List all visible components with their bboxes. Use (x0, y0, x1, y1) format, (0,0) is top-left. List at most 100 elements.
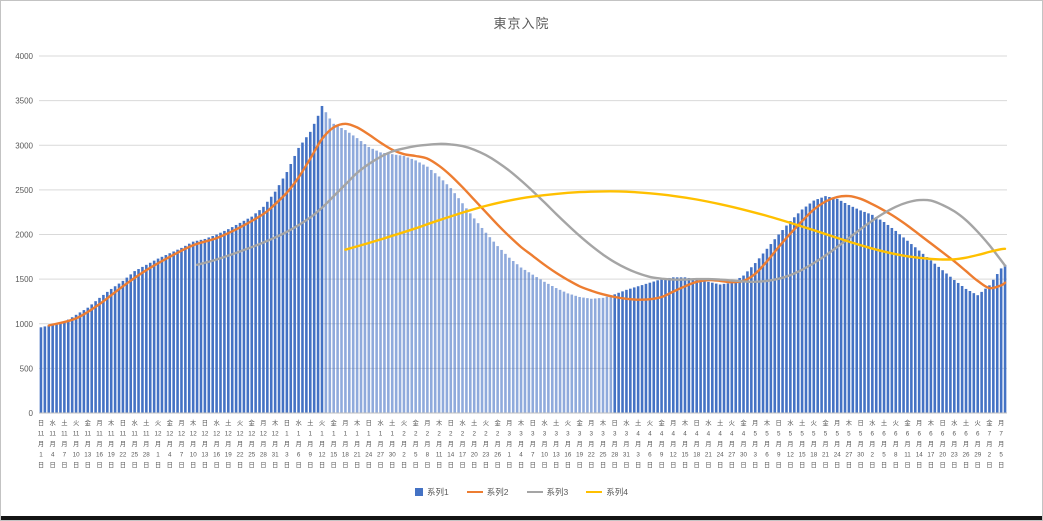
svg-text:火: 火 (401, 420, 408, 427)
svg-text:8: 8 (426, 452, 430, 459)
svg-text:月: 月 (354, 440, 360, 448)
svg-text:24: 24 (834, 452, 842, 459)
svg-text:月: 月 (108, 440, 114, 448)
svg-text:日: 日 (857, 419, 863, 427)
svg-text:20: 20 (471, 452, 479, 459)
svg-text:月: 月 (869, 440, 875, 448)
svg-text:18: 18 (693, 452, 701, 459)
svg-text:15: 15 (681, 452, 689, 459)
chart-legend: 系列1 系列2 系列3 系列4 (1, 486, 1042, 498)
svg-text:日: 日 (811, 461, 817, 469)
svg-text:水: 水 (787, 418, 794, 427)
svg-text:月: 月 (38, 440, 44, 448)
svg-text:月: 月 (61, 440, 67, 448)
svg-text:火: 火 (483, 420, 490, 427)
line-series4 (344, 190, 1007, 261)
svg-text:2: 2 (988, 452, 992, 459)
svg-text:金: 金 (822, 418, 829, 427)
svg-text:24: 24 (365, 452, 373, 459)
svg-text:3: 3 (543, 431, 547, 438)
svg-text:月: 月 (96, 419, 102, 427)
svg-text:日: 日 (377, 461, 383, 469)
svg-text:11: 11 (96, 431, 103, 438)
svg-text:3: 3 (625, 431, 629, 438)
svg-text:28: 28 (143, 452, 151, 459)
svg-text:月: 月 (342, 440, 348, 448)
svg-text:月: 月 (670, 440, 676, 448)
svg-text:月: 月 (249, 440, 255, 448)
svg-text:水: 水 (705, 418, 712, 427)
svg-text:1: 1 (355, 431, 359, 438)
svg-text:日: 日 (705, 461, 711, 469)
svg-text:3: 3 (519, 431, 523, 438)
legend-label-series3: 系列3 (546, 487, 569, 497)
svg-text:5: 5 (753, 431, 757, 438)
svg-text:月: 月 (331, 440, 337, 448)
svg-text:月: 月 (85, 440, 91, 448)
legend-item-series4[interactable]: 系列4 (586, 486, 628, 498)
svg-text:日: 日 (928, 461, 934, 469)
svg-text:月: 月 (857, 440, 863, 448)
svg-text:日: 日 (354, 461, 360, 469)
svg-text:月: 月 (260, 419, 266, 427)
svg-text:日: 日 (272, 461, 278, 469)
svg-text:4: 4 (168, 452, 172, 459)
svg-text:日: 日 (366, 461, 372, 469)
svg-text:1: 1 (390, 431, 394, 438)
svg-text:7: 7 (180, 452, 184, 459)
series4-line-swatch-icon (586, 490, 603, 494)
legend-item-series1[interactable]: 系列1 (415, 486, 449, 498)
svg-text:土: 土 (143, 418, 149, 427)
svg-text:29: 29 (974, 452, 982, 459)
svg-text:4: 4 (683, 431, 687, 438)
legend-item-series2[interactable]: 系列2 (466, 486, 509, 498)
svg-text:月: 月 (588, 419, 594, 427)
svg-text:日: 日 (658, 461, 664, 469)
svg-text:月: 月 (576, 440, 582, 448)
svg-text:日: 日 (553, 461, 559, 469)
svg-text:月: 月 (178, 440, 184, 448)
svg-text:9: 9 (309, 452, 313, 459)
svg-text:4000: 4000 (15, 52, 33, 61)
svg-text:月: 月 (413, 440, 419, 448)
svg-text:月: 月 (73, 440, 79, 448)
svg-text:月: 月 (459, 440, 465, 448)
svg-text:4: 4 (742, 431, 746, 438)
svg-text:金: 金 (658, 418, 665, 427)
chart-title[interactable]: 東京入院 (493, 16, 550, 31)
series1-bar-swatch-icon (415, 488, 424, 496)
svg-text:日: 日 (96, 461, 102, 469)
svg-text:日: 日 (869, 461, 875, 469)
svg-text:日: 日 (167, 461, 173, 469)
svg-text:日: 日 (541, 461, 547, 469)
svg-text:月: 月 (155, 440, 161, 448)
svg-text:月: 月 (951, 440, 957, 448)
svg-text:月: 月 (178, 419, 184, 427)
svg-text:月: 月 (752, 419, 758, 427)
svg-text:2: 2 (414, 431, 418, 438)
svg-text:2: 2 (426, 431, 430, 438)
svg-text:12: 12 (213, 431, 221, 438)
svg-text:月: 月 (553, 440, 559, 448)
svg-text:21: 21 (705, 452, 713, 459)
svg-text:日: 日 (740, 461, 746, 469)
svg-text:月: 月 (799, 440, 805, 448)
svg-text:2: 2 (871, 452, 875, 459)
svg-text:25: 25 (599, 452, 607, 459)
svg-text:日: 日 (506, 461, 512, 469)
svg-text:5: 5 (800, 431, 804, 438)
legend-item-series3[interactable]: 系列3 (526, 486, 569, 498)
svg-text:月: 月 (389, 440, 395, 448)
svg-text:11: 11 (108, 431, 115, 438)
svg-text:日: 日 (694, 461, 700, 469)
svg-text:6: 6 (953, 431, 957, 438)
svg-text:日: 日 (951, 461, 957, 469)
svg-text:30: 30 (389, 452, 397, 459)
svg-text:月: 月 (284, 440, 290, 448)
svg-text:31: 31 (272, 452, 280, 459)
svg-text:日: 日 (319, 461, 325, 469)
svg-text:日: 日 (729, 461, 735, 469)
svg-text:日: 日 (530, 461, 536, 469)
svg-text:2000: 2000 (15, 231, 33, 240)
